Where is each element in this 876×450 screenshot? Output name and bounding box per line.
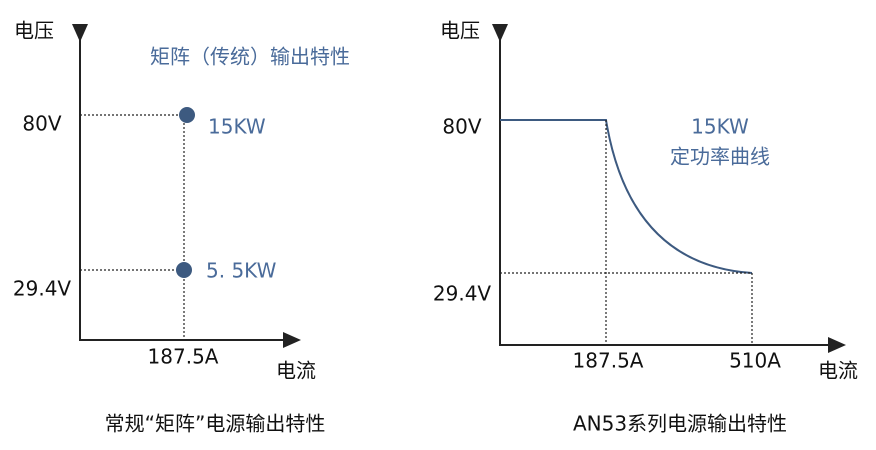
x-axis-label: 电流 — [818, 359, 858, 383]
y-label: 80V — [442, 115, 481, 139]
right-chart: 电压 80V 29.4V 187.5A 510A 15KW 定功率曲线 电流 A… — [433, 19, 858, 436]
x-axis-label: 电流 — [276, 359, 316, 383]
axes — [72, 24, 301, 348]
point — [179, 107, 195, 123]
point-label: 5. 5KW — [206, 259, 277, 283]
y-axis-label: 电压 — [14, 19, 54, 43]
y-label: 29.4V — [433, 282, 492, 306]
title: 矩阵（传统）输出特性 — [150, 45, 350, 69]
curve-label: 15KW — [691, 115, 749, 139]
y-axis-label: 电压 — [440, 19, 480, 43]
x-label: 510A — [729, 349, 781, 373]
y-label: 29.4V — [13, 277, 72, 301]
x-label: 187.5A — [573, 349, 644, 373]
caption: AN53系列电源输出特性 — [573, 412, 787, 436]
caption: 常规“矩阵”电源输出特性 — [105, 412, 326, 436]
left-chart: 电压 矩阵（传统）输出特性 80V 29.4V 187.5A 15KW 5. 5… — [13, 19, 350, 436]
guide — [500, 272, 753, 345]
point-label: 15KW — [208, 115, 266, 139]
axes — [492, 24, 846, 353]
y-label: 80V — [22, 112, 61, 136]
point — [176, 262, 192, 278]
x-label: 187.5A — [148, 345, 219, 369]
power-curve — [500, 119, 753, 274]
curve-label: 定功率曲线 — [670, 145, 770, 169]
